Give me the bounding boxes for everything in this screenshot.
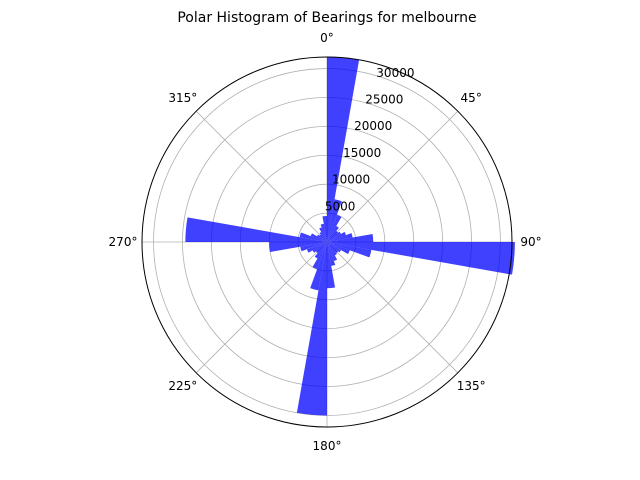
bar-330 [319,227,327,242]
bar-80 [327,233,374,242]
angle-label-0: 0° [320,31,334,45]
angle-label-270: 270° [109,235,138,249]
bar-340 [320,223,327,242]
bar-220 [315,242,327,254]
bar-200 [312,242,327,270]
bar-90 [327,242,515,275]
bar-120 [327,242,342,253]
angle-label-225: 225° [168,379,197,393]
bar-290 [310,233,327,242]
bar-130 [327,242,339,254]
angle-tick-labels: 0° 45° 90° 135° 180° 225° 270° 315° [109,31,542,453]
bar-260 [269,242,327,253]
bar-180 [296,242,327,416]
angle-label-135: 135° [457,379,486,393]
radial-label-20000: 20000 [354,119,392,133]
bar-60 [327,231,347,242]
bar-110 [327,242,350,255]
bar-100 [327,242,372,258]
polar-frame [141,56,513,428]
radial-label-10000: 10000 [332,173,370,187]
angular-gridline-1 [326,110,459,243]
radial-label-25000: 25000 [365,93,403,107]
bar-160 [327,242,336,266]
bar-240 [306,242,327,253]
angular-gridline-3 [326,241,459,374]
radial-label-5000: 5000 [325,199,356,213]
bar-70 [327,233,353,242]
angle-label-90: 90° [520,235,541,249]
bar-320 [319,231,327,242]
angle-label-315: 315° [168,91,197,105]
bar-210 [314,242,327,259]
chart-title: Polar Histogram of Bearings for melbourn… [177,10,476,26]
bar-10 [327,199,342,242]
bar-300 [316,234,327,242]
radial-label-30000: 30000 [376,66,414,80]
bar-280 [299,232,327,242]
bar-40 [327,230,339,242]
histogram-bars [185,57,515,416]
bar-30 [327,225,339,242]
bar-140 [327,242,338,256]
bar-50 [327,231,342,242]
angular-gridline-5 [195,241,328,374]
bar-150 [327,242,338,262]
radial-tick-labels: 5000 10000 15000 20000 25000 30000 [325,66,415,214]
bar-350 [322,215,327,242]
bar-0 [327,57,360,242]
bar-270 [185,217,327,242]
bar-20 [327,214,342,242]
bar-190 [310,242,327,291]
angle-label-45: 45° [461,91,482,105]
bar-230 [312,242,327,253]
radial-label-15000: 15000 [343,146,381,160]
bar-310 [319,234,327,242]
bar-170 [327,242,336,289]
angular-gridline-7 [195,110,328,243]
angle-label-180: 180° [313,439,342,453]
bar-250 [300,242,327,252]
